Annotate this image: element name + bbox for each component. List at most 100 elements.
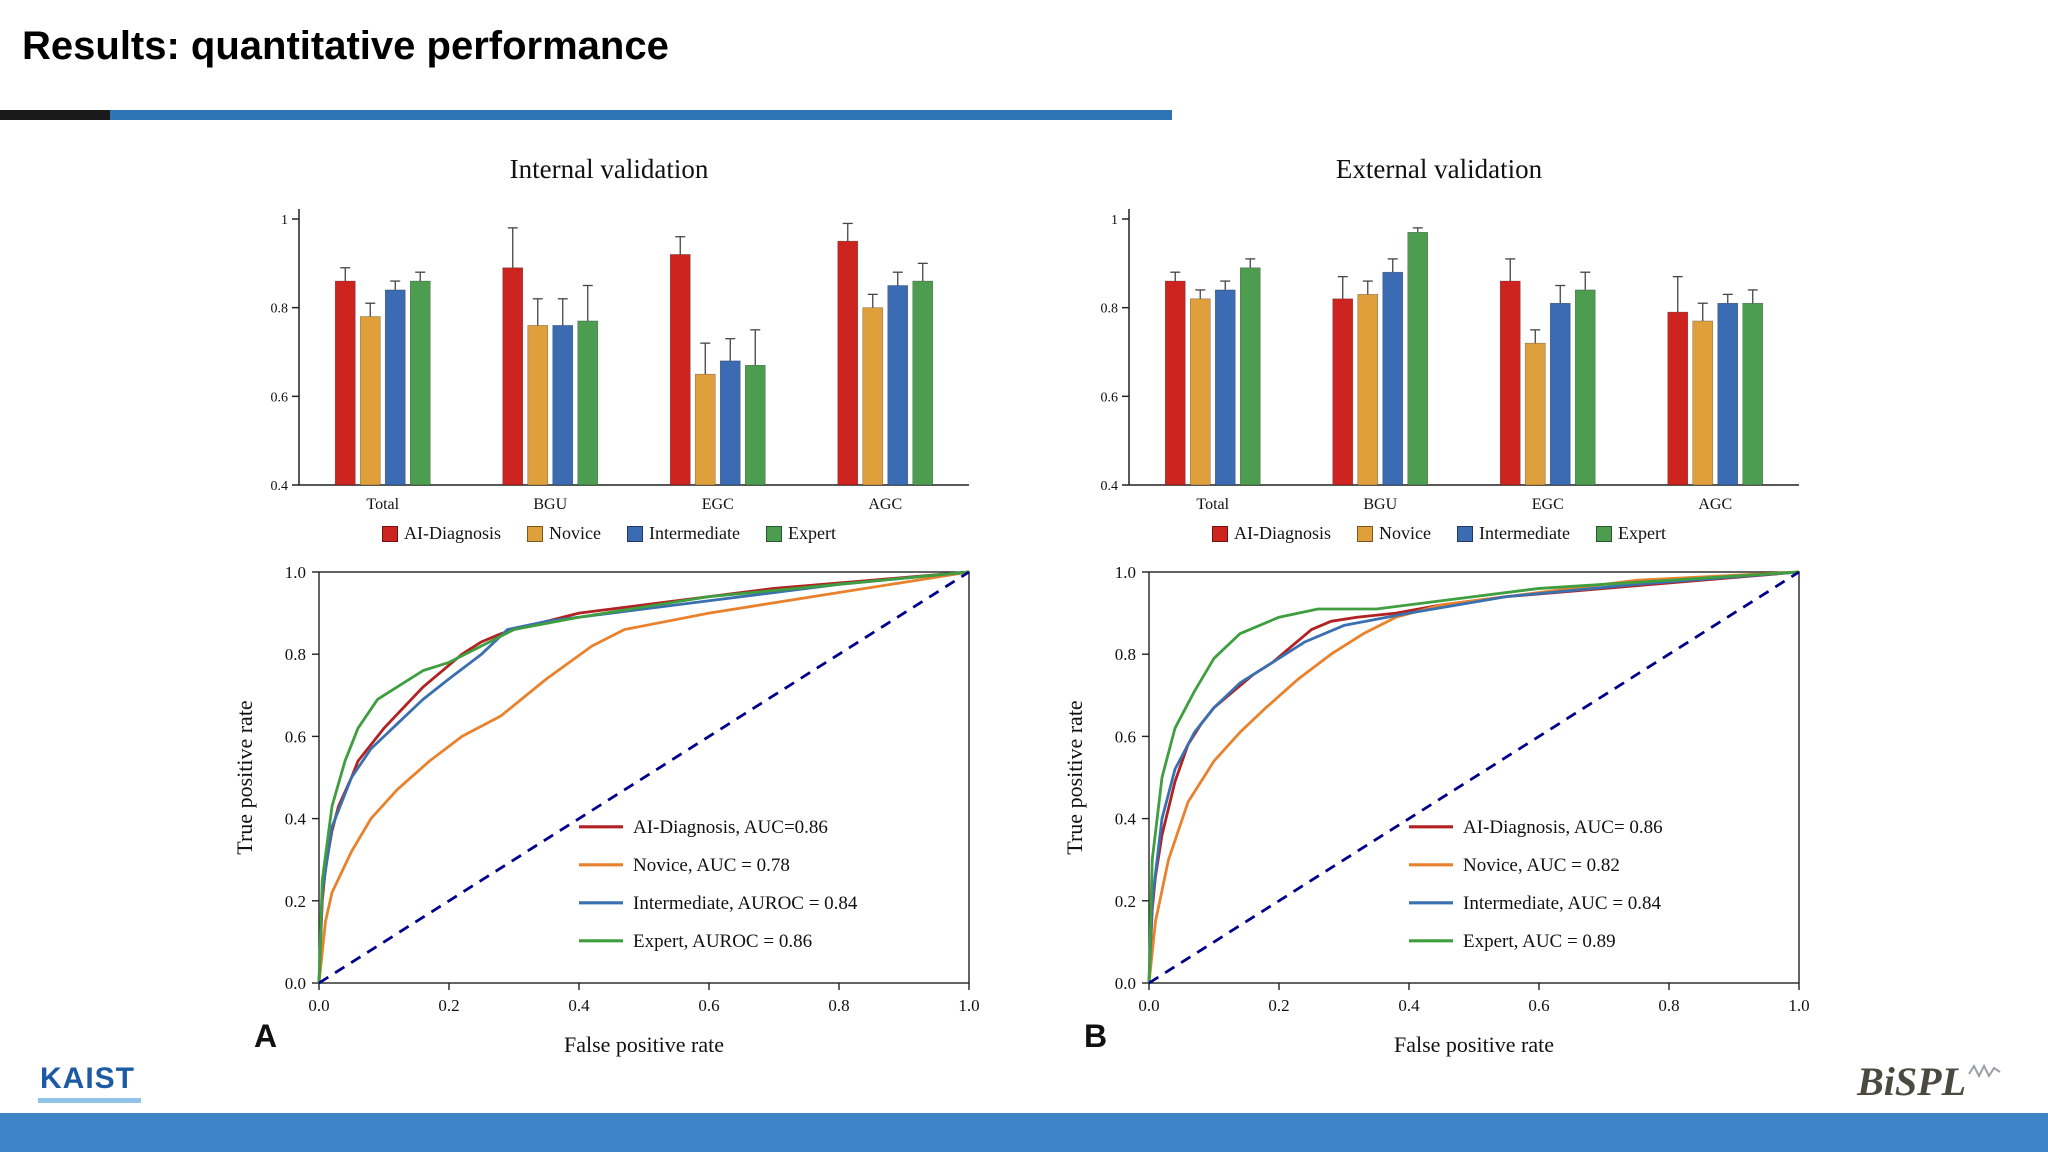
x-tick-label: 0.8 [828, 996, 849, 1015]
bar [502, 267, 524, 486]
x-tick-label: 1.0 [1788, 996, 1809, 1015]
x-tick-label: 0.6 [1528, 996, 1549, 1015]
internal-validation-bar-chart: 0.4 0.6 0.8 1 Total BGU EGC AGC [271, 209, 969, 513]
legend-label: Intermediate, AUC = 0.84 [1463, 893, 1662, 914]
legend-label: Intermediate [649, 523, 740, 543]
legend-swatch [1357, 525, 1374, 542]
legend-item: AI-Diagnosis [382, 523, 501, 544]
x-category-label: BGU [533, 496, 567, 513]
y-tick-label: 0.4 [285, 810, 307, 829]
bar [1549, 302, 1571, 486]
x-tick-label: 0.4 [1398, 996, 1420, 1015]
panel-letter: A [254, 1018, 278, 1054]
x-category-label: AGC [1698, 496, 1732, 513]
x-tick-label: 0.6 [698, 996, 719, 1015]
x-axis-label: False positive rate [1394, 1032, 1554, 1057]
x-axis-label: False positive rate [564, 1032, 724, 1057]
bar [577, 320, 599, 486]
bar [862, 307, 884, 486]
legend-item: Intermediate [627, 523, 740, 544]
legend-label: Novice [549, 523, 602, 543]
bar [1717, 302, 1739, 486]
y-tick-label: 0.6 [1101, 390, 1119, 405]
y-tick-label: 0.4 [271, 479, 289, 494]
title-rule-black [0, 110, 110, 120]
bar [912, 280, 934, 486]
y-tick-label: 1.0 [285, 563, 306, 582]
legend-swatch [627, 525, 644, 542]
legend-label: Expert [1617, 523, 1666, 543]
x-tick-label: 0.8 [1658, 996, 1679, 1015]
roc-curve [317, 570, 970, 984]
bar [1382, 271, 1404, 486]
roc-curve [1148, 570, 1800, 985]
bar [1524, 342, 1546, 486]
bar [409, 280, 431, 486]
waveform-icon [1968, 1063, 2001, 1079]
legend-item: Intermediate [1457, 523, 1570, 544]
legend-swatch [527, 525, 544, 542]
legend-label: AI-Diagnosis [1234, 523, 1332, 543]
bar [744, 365, 766, 486]
legend-label: Expert, AUC = 0.89 [1463, 931, 1616, 952]
bar [1574, 289, 1596, 486]
legend-label: Novice, AUC = 0.82 [1463, 855, 1620, 876]
roc-curve [318, 570, 970, 985]
y-tick-label: 1 [281, 213, 288, 228]
y-tick-label: 0.8 [271, 302, 289, 317]
legend-label: AI-Diagnosis, AUC=0.86 [633, 817, 828, 838]
bar-chart-legend: AI-Diagnosis Novice Intermediate Expert [1212, 523, 1666, 544]
bar [1332, 298, 1354, 486]
roc-chart-wrap: A 0.0 0.2 0.4 0.6 0.8 1.0 0.0 0.2 0.4 0.6 0.8 1.0 AI… [224, 558, 994, 1083]
y-tick-label: 0.6 [285, 727, 306, 746]
legend-swatch [765, 525, 782, 542]
bar [527, 325, 549, 486]
bar [1407, 231, 1429, 486]
legend-item: Novice [527, 523, 601, 544]
y-tick-label: 0.6 [1115, 727, 1136, 746]
bar [384, 289, 406, 486]
legend-label: AI-Diagnosis [404, 523, 502, 543]
x-tick-label: 0.0 [308, 996, 329, 1015]
y-tick-label: 0.8 [285, 645, 306, 664]
legend-label: Intermediate, AUROC = 0.84 [633, 893, 858, 914]
y-tick-label: 1.0 [1115, 563, 1136, 582]
bar [837, 240, 859, 486]
bar-chart-title: External validation [1335, 154, 1543, 184]
x-category-label: BGU [1363, 496, 1397, 513]
x-category-label: AGC [868, 496, 902, 513]
internal-validation-roc-chart: 0.0 0.2 0.4 0.6 0.8 1.0 0.0 0.2 0.4 0.6 0.8 1.0 AI-D… [232, 563, 980, 1057]
kaist-logo: KAIST [38, 1062, 141, 1103]
legend-label: Novice [1379, 523, 1432, 543]
legend-label: AI-Diagnosis, AUC= 0.86 [1463, 817, 1663, 838]
x-category-label: Total [1196, 496, 1229, 513]
bar-chart-legend: AI-Diagnosis Novice Intermediate Expert [382, 523, 836, 544]
bar [1499, 280, 1521, 486]
panel-external-validation: External validation 0.4 0.6 0.8 1 Total BGU EG… [1024, 146, 1854, 1083]
bar [1742, 302, 1764, 486]
bar [887, 285, 909, 486]
bar [1164, 280, 1186, 486]
x-tick-label: 0.2 [438, 996, 459, 1015]
x-category-label: EGC [702, 496, 734, 513]
legend-label: Expert, AUROC = 0.86 [633, 931, 812, 952]
bar [334, 280, 356, 486]
legend-label: Intermediate [1479, 523, 1570, 543]
bottom-bar [0, 1113, 2048, 1152]
bar [1239, 267, 1261, 486]
roc-curve [317, 570, 970, 984]
bar [719, 360, 741, 486]
legend-item: Expert [1595, 523, 1666, 544]
x-tick-label: 0.4 [568, 996, 590, 1015]
y-tick-label: 0.4 [1101, 479, 1119, 494]
plot-frame [318, 571, 970, 984]
y-tick-label: 1 [1111, 213, 1118, 228]
bar [1692, 320, 1714, 486]
y-axis-label: True positive rate [232, 700, 257, 854]
legend-swatch [1212, 525, 1229, 542]
roc-curve [1147, 570, 1800, 984]
legend-label: Expert [787, 523, 836, 543]
legend-item: Novice [1357, 523, 1431, 544]
plot-frame [1148, 571, 1800, 984]
